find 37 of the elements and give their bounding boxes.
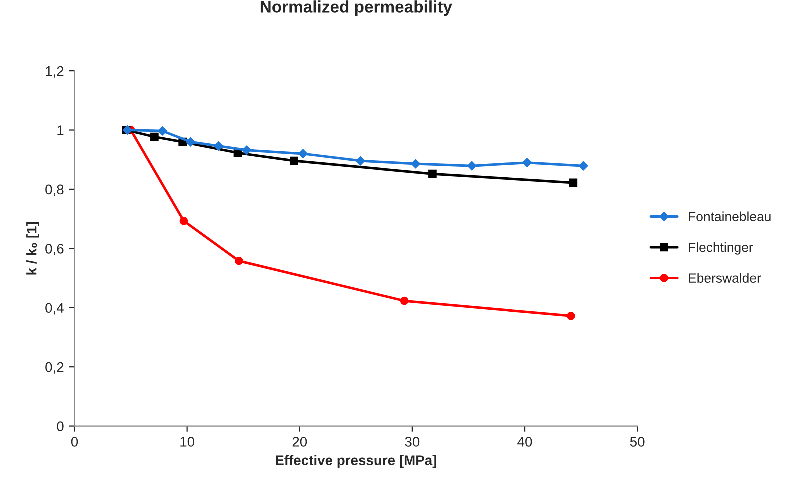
point bbox=[290, 156, 298, 166]
point bbox=[356, 156, 366, 166]
point bbox=[428, 170, 437, 178]
x-tick-label: 30 bbox=[405, 437, 420, 447]
point bbox=[569, 178, 578, 188]
x-tick-label: 0 bbox=[71, 437, 78, 447]
x-tick-label: 50 bbox=[630, 437, 645, 447]
y-tick-label: 0,4 bbox=[46, 303, 64, 315]
legend-label: Fontainebleau bbox=[689, 212, 771, 222]
legend-label: Eberswalder bbox=[689, 273, 762, 283]
legend-label: Flechtinger bbox=[689, 242, 754, 255]
point bbox=[150, 132, 159, 142]
y-tick-label: 0,8 bbox=[46, 184, 64, 196]
point bbox=[400, 296, 409, 306]
x-tick-label: 10 bbox=[180, 437, 195, 447]
y-tick-label: 0 bbox=[57, 422, 64, 432]
y-tick-label: 1 bbox=[58, 126, 64, 136]
point bbox=[180, 216, 188, 226]
y-tick-label: 1,2 bbox=[46, 66, 64, 78]
point bbox=[298, 149, 308, 159]
point bbox=[578, 161, 588, 171]
point bbox=[522, 158, 532, 168]
x-tick-label: 40 bbox=[518, 437, 532, 447]
point bbox=[158, 126, 168, 136]
y-tick-label: 0,6 bbox=[46, 244, 64, 256]
point bbox=[214, 142, 224, 151]
point bbox=[234, 256, 244, 266]
x-axis-title: Effective pressure [MPa] bbox=[276, 455, 436, 468]
y-axis-title: k / k₀ [1] bbox=[26, 222, 40, 275]
x-tick-label: 20 bbox=[292, 437, 308, 447]
point bbox=[186, 137, 196, 147]
y-tick-label: 0,2 bbox=[46, 362, 64, 374]
point bbox=[467, 161, 477, 171]
point bbox=[566, 312, 576, 320]
chart-title: Normalized permeability bbox=[260, 0, 452, 16]
point bbox=[411, 159, 420, 169]
point bbox=[242, 146, 252, 156]
